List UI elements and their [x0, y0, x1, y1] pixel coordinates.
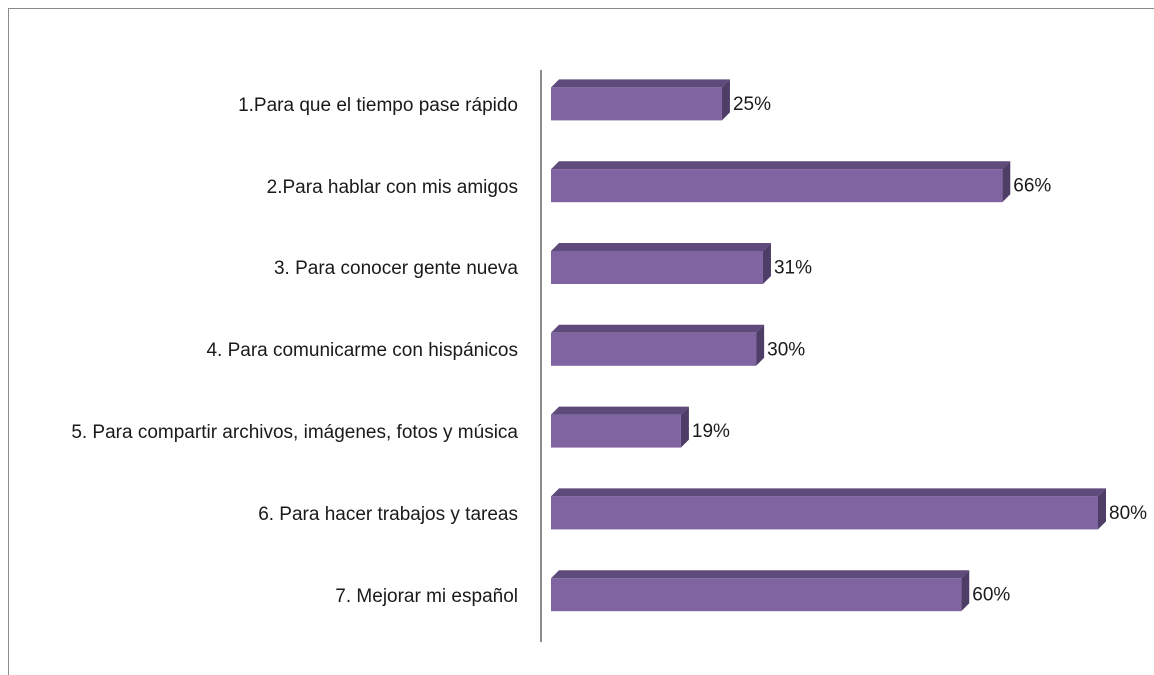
category-label: 1.Para que el tiempo pase rápido [238, 94, 518, 116]
bar-side [680, 406, 689, 448]
value-label: 30% [767, 339, 805, 360]
bar-top [551, 161, 1011, 170]
bar [551, 87, 722, 121]
chart-frame [8, 8, 1154, 675]
bar [551, 169, 1003, 203]
bar [551, 414, 681, 448]
bar-side [721, 79, 730, 121]
bar-side [756, 324, 765, 366]
bar-top [551, 324, 765, 333]
value-label: 66% [1013, 176, 1051, 197]
bar [551, 332, 757, 366]
category-label: 6. Para hacer trabajos y tareas [258, 503, 518, 525]
category-label: 2.Para hablar con mis amigos [266, 176, 518, 198]
bar-side [1002, 161, 1011, 203]
bar-side [762, 243, 771, 284]
value-label: 60% [972, 585, 1010, 606]
value-label: 31% [774, 258, 812, 279]
bar-top [551, 243, 771, 251]
bar [551, 496, 1098, 530]
bar-top [551, 488, 1106, 497]
category-label: 5. Para compartir archivos, imágenes, fo… [71, 422, 518, 444]
bar-side [961, 570, 970, 612]
category-label: 3. Para conocer gente nueva [273, 258, 518, 280]
value-label: 80% [1109, 503, 1147, 524]
bar [551, 578, 962, 612]
bar-side [1098, 488, 1106, 530]
bar-top [551, 570, 970, 579]
bar [551, 251, 763, 284]
value-label: 19% [692, 421, 730, 442]
value-label: 25% [733, 94, 771, 115]
bar-top [551, 406, 689, 415]
bar-top [551, 79, 730, 88]
category-label: 7. Mejorar mi español [335, 585, 518, 607]
category-label: 4. Para comunicarme con hispánicos [206, 340, 518, 362]
